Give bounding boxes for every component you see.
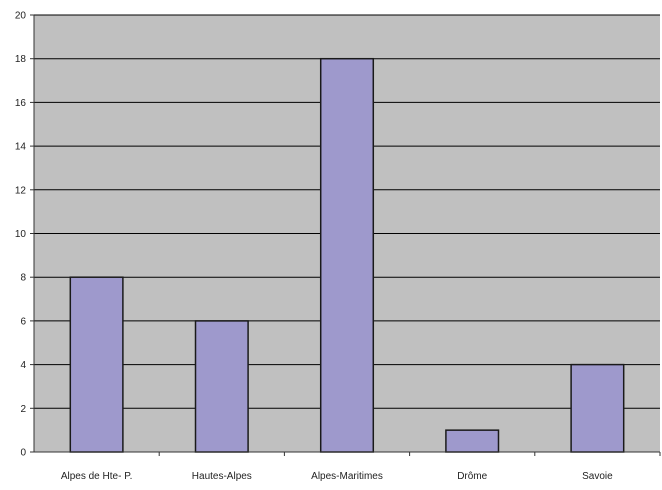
y-tick-label: 12 [15, 185, 27, 196]
y-tick-label: 0 [20, 448, 26, 459]
y-tick-label: 18 [15, 54, 27, 65]
y-tick-label: 8 [20, 273, 26, 284]
x-category-label: Drôme [457, 471, 487, 482]
y-tick-label: 2 [20, 404, 26, 415]
y-axis-ticks: 0 2 4 6 8 10 12 14 16 18 20 [15, 11, 34, 459]
bar-1 [194, 320, 249, 453]
bars [69, 57, 625, 453]
bar-2 [319, 57, 375, 453]
y-tick-label: 4 [20, 360, 26, 371]
bar-0 [69, 276, 124, 453]
y-tick-label: 16 [15, 98, 27, 109]
x-category-label: Alpes-Maritimes [311, 471, 383, 482]
x-category-label: Alpes de Hte- P. [61, 471, 133, 482]
y-tick-label: 6 [20, 316, 26, 327]
bar-4 [570, 363, 625, 453]
x-axis-ticks: Alpes de Hte- P. Hautes-Alpes Alpes-Mariti… [61, 452, 661, 482]
y-tick-label: 10 [15, 229, 27, 240]
y-tick-label: 14 [15, 142, 27, 153]
y-tick-label: 20 [15, 11, 27, 22]
bar-3 [445, 429, 500, 453]
x-category-label: Savoie [582, 471, 613, 482]
x-category-label: Hautes-Alpes [192, 471, 252, 482]
